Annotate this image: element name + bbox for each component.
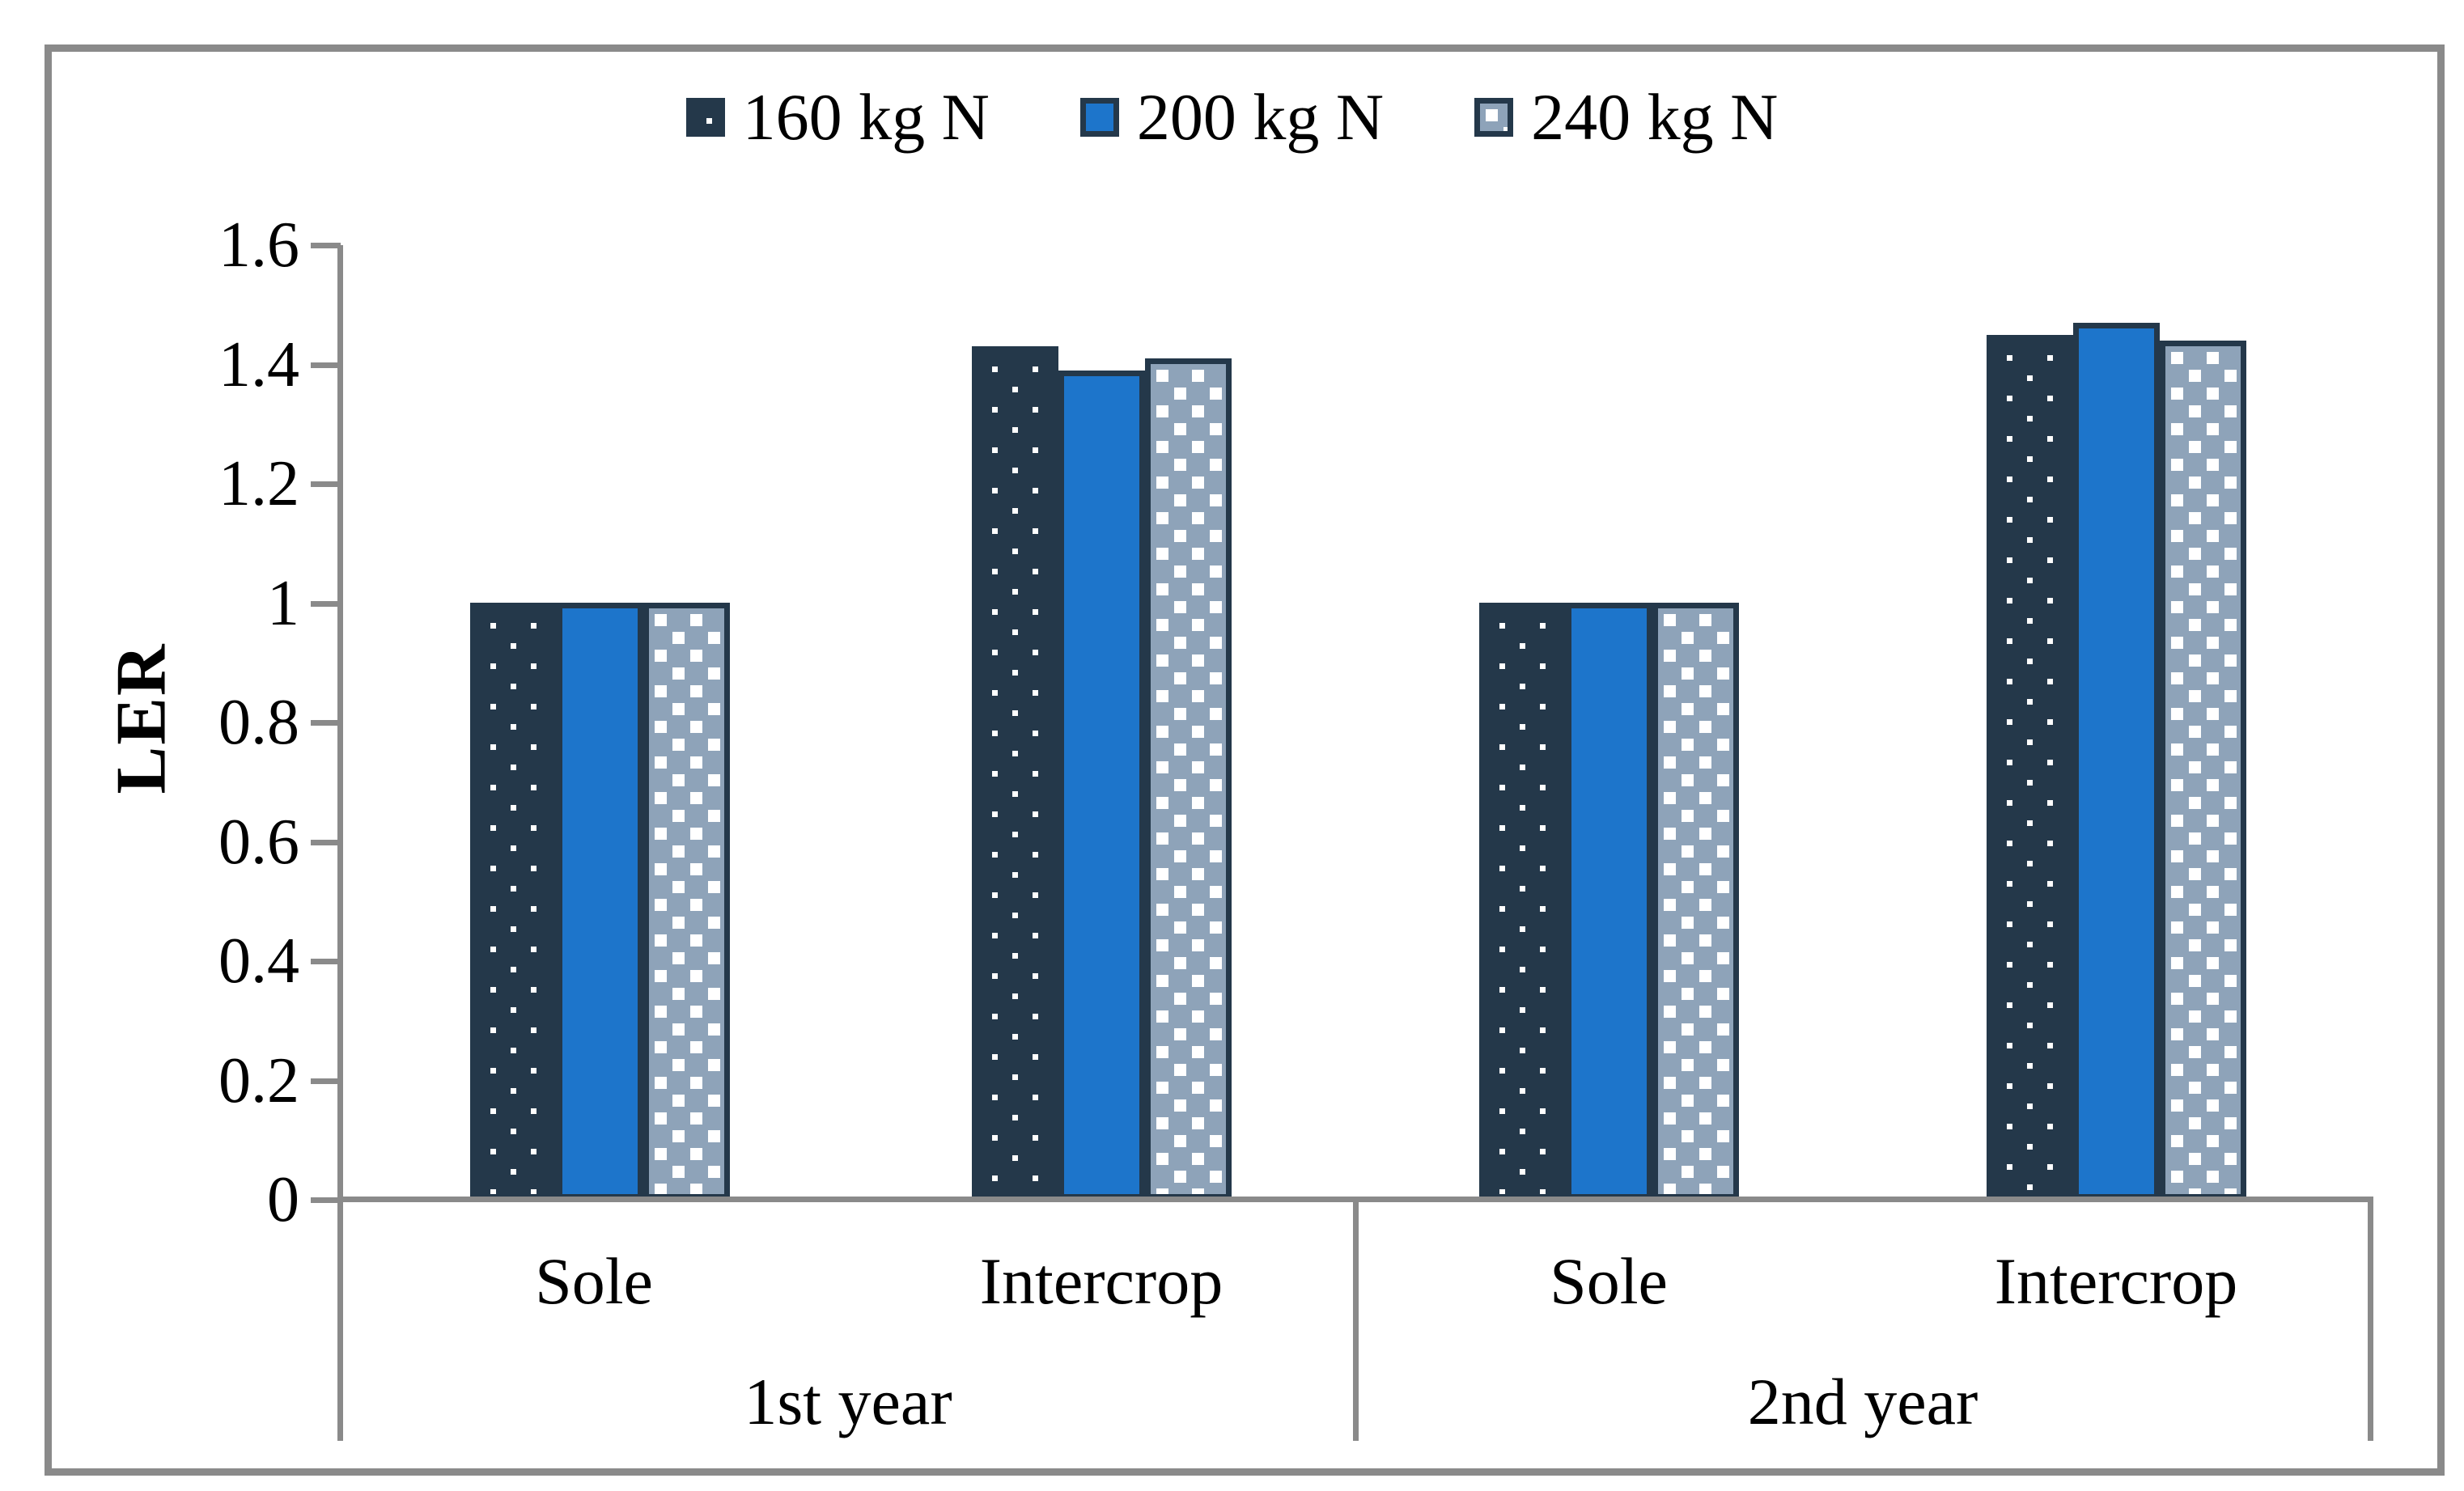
- bar-160-kg-N-Sole-2nd-year-: [1479, 603, 1566, 1200]
- bar-240-kg-N-Intercrop-2nd-year-: [2160, 341, 2246, 1200]
- y-tick-label-0.8: 0.8: [218, 687, 299, 758]
- y-tick-1.2: [311, 481, 341, 487]
- y-tick-1.6: [311, 243, 341, 248]
- y-tick-label-1.2: 1.2: [218, 448, 299, 519]
- y-tick-0.6: [311, 840, 341, 845]
- x-axis-baseline: [337, 1197, 2373, 1202]
- bar-200-kg-N-Intercrop-2nd-year-: [2073, 323, 2160, 1200]
- bar-200-kg-N-Sole-2nd-year-: [1566, 603, 1652, 1200]
- bar-200-kg-N-Intercrop-1st-year-: [1058, 371, 1145, 1200]
- bar-240-kg-N-Sole-1st-year-: [643, 603, 730, 1200]
- bar-200-kg-N-Sole-1st-year-: [557, 603, 643, 1200]
- bar-160-kg-N-Intercrop-2nd-year-: [1987, 335, 2073, 1200]
- category-label-intercrop-year2: Intercrop: [1994, 1244, 2238, 1318]
- figure-border: [45, 44, 2445, 1476]
- y-tick-0.4: [311, 959, 341, 964]
- bar-160-kg-N-Intercrop-1st-year-: [972, 346, 1058, 1200]
- legend-label-200: 200 kg N: [1136, 80, 1385, 154]
- y-tick-label-0.2: 0.2: [218, 1045, 299, 1116]
- year-separator-middle: [1353, 1200, 1359, 1441]
- year-label-2nd: 2nd year: [1747, 1365, 1978, 1438]
- legend-label-240: 240 kg N: [1531, 80, 1779, 154]
- y-tick-label-0: 0: [267, 1164, 299, 1235]
- year-separator-right: [2368, 1200, 2373, 1441]
- category-label-intercrop-year1: Intercrop: [979, 1244, 1224, 1318]
- bar-240-kg-N-Sole-2nd-year-: [1652, 603, 1739, 1200]
- y-tick-0.8: [311, 720, 341, 726]
- category-label-sole-year1: Sole: [535, 1244, 653, 1318]
- y-tick-0.2: [311, 1078, 341, 1084]
- legend-item-240: 240 kg N: [1474, 84, 1778, 150]
- y-tick-label-1: 1: [267, 568, 299, 639]
- y-tick-1.4: [311, 362, 341, 368]
- y-tick-label-1.6: 1.6: [218, 210, 299, 281]
- bar-160-kg-N-Sole-1st-year-: [470, 603, 557, 1200]
- bar-240-kg-N-Intercrop-1st-year-: [1145, 358, 1232, 1200]
- y-tick-label-0.6: 0.6: [218, 807, 299, 878]
- legend-swatch-200-icon: [1079, 98, 1119, 137]
- y-tick-label-1.4: 1.4: [218, 329, 299, 400]
- category-label-sole-year2: Sole: [1550, 1244, 1668, 1318]
- legend-swatch-240-icon: [1474, 98, 1514, 137]
- year-label-1st: 1st year: [744, 1365, 952, 1438]
- legend-item-200: 200 kg N: [1079, 80, 1385, 154]
- legend-swatch-160-icon: [685, 98, 725, 137]
- y-tick-0: [311, 1197, 341, 1203]
- y-tick-1: [311, 601, 341, 607]
- y-tick-label-0.4: 0.4: [218, 926, 299, 997]
- legend-label-160: 160 kg N: [742, 80, 990, 154]
- chart-legend: 160 kg N 200 kg N 240 kg N: [0, 73, 2464, 162]
- y-axis-line: [337, 245, 343, 1441]
- legend-item-160: 160 kg N: [685, 80, 990, 154]
